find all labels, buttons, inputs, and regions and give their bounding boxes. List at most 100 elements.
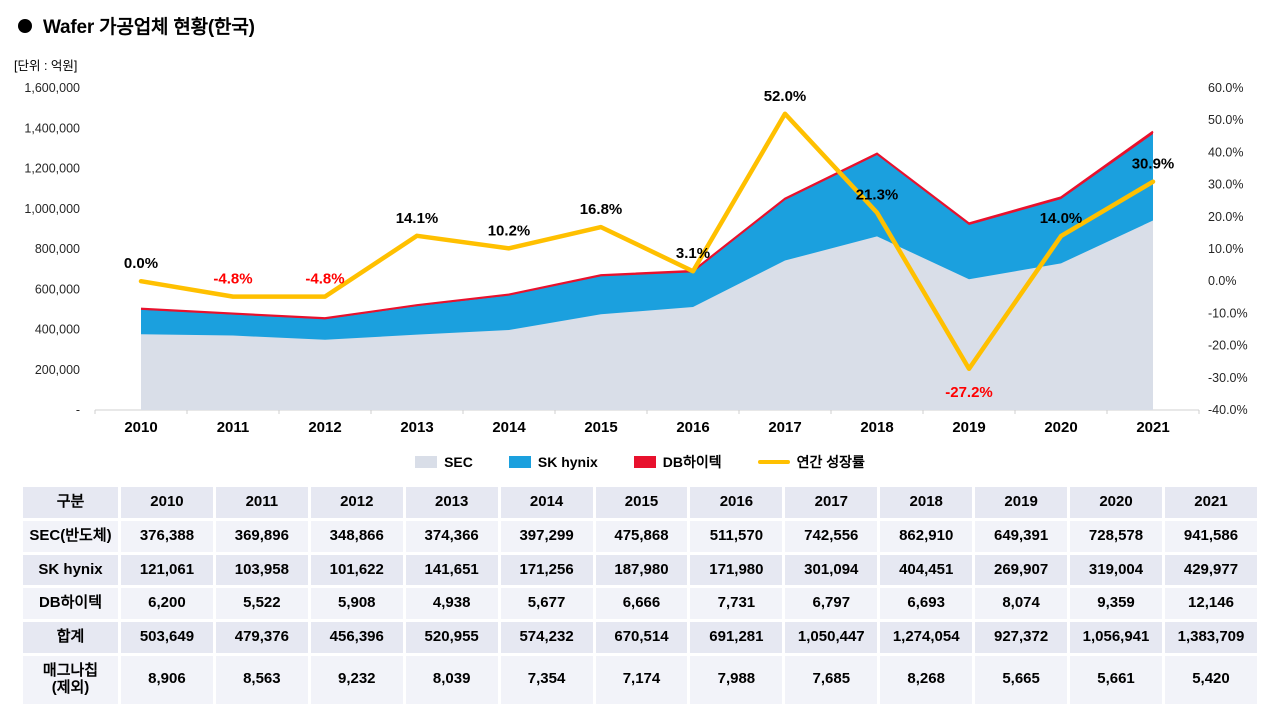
right-axis-tick: -40.0%	[1208, 403, 1248, 417]
table-cell: 348,866	[310, 520, 403, 552]
growth-label: 14.1%	[396, 210, 439, 227]
right-axis-tick: 20.0%	[1208, 210, 1243, 224]
legend-box-marker	[415, 456, 438, 468]
x-axis-year-label: 2019	[952, 419, 985, 436]
legend-box-marker	[633, 456, 656, 468]
table-header-year: 2021	[1164, 487, 1257, 518]
table-cell: 1,050,447	[785, 622, 878, 653]
table-cell: 4,938	[405, 588, 498, 620]
table-cell: 121,061	[121, 554, 213, 586]
x-axis-year-label: 2012	[308, 419, 341, 436]
x-axis-year-label: 2015	[584, 419, 617, 436]
left-axis-tick: 200,000	[35, 363, 80, 377]
right-axis-tick: 60.0%	[1208, 81, 1243, 95]
growth-label: -27.2%	[945, 384, 993, 401]
title-bullet-icon	[18, 18, 32, 33]
table-cell: 429,977	[1164, 554, 1257, 586]
data-table-wrap: 구분 2010 2011 2012 2013 2014 2015 2016 2017 2018 20…	[20, 484, 1260, 707]
table-row-label: SK hynix	[23, 554, 118, 586]
db-hitek-top-line	[140, 130, 1154, 320]
table-cell: 503,649	[121, 622, 213, 653]
table-cell: 8,563	[215, 655, 308, 704]
table-cell: 862,910	[880, 520, 973, 552]
table-cell: 301,094	[785, 554, 878, 586]
table-row: SEC(반도체) 376,388 369,896 348,866 374,366 397,…	[23, 520, 1257, 552]
legend-label: 연간 성장률	[796, 454, 865, 470]
table-cell: 376,388	[121, 520, 213, 552]
table-cell: 6,666	[595, 588, 688, 620]
legend-box-marker	[508, 456, 531, 468]
table-row: DB하이텍 6,200 5,522 5,908 4,938 5,677 6,666 7,731…	[23, 588, 1257, 620]
table-cell: 511,570	[690, 520, 783, 552]
table-cell: 397,299	[500, 520, 593, 552]
x-axis-year-label: 2013	[400, 419, 433, 436]
growth-label: 21.3%	[856, 187, 899, 204]
legend-item-0: SEC	[415, 454, 473, 470]
table-cell: 5,665	[975, 655, 1068, 704]
table-cell: 5,420	[1164, 655, 1257, 704]
table-cell: 8,268	[880, 655, 973, 704]
table-cell: 7,685	[785, 655, 878, 704]
page-title-row: Wafer 가공업체 현황(한국)	[18, 12, 255, 39]
left-axis-tick: 400,000	[35, 323, 80, 337]
legend-item-3: 연간 성장률	[757, 452, 865, 472]
growth-label: 52.0%	[764, 88, 807, 105]
table-header-year: 2015	[595, 487, 688, 518]
table-row: 매그나칩 (제외) 8,906 8,563 9,232 8,039 7,354 7,174 7…	[23, 655, 1257, 704]
growth-label: 10.2%	[488, 222, 531, 239]
table-cell: 5,677	[500, 588, 593, 620]
growth-label: 14.0%	[1040, 210, 1083, 227]
right-axis-tick: 50.0%	[1208, 113, 1243, 127]
table-cell: 742,556	[785, 520, 878, 552]
legend-line-marker	[757, 460, 790, 464]
chart-legend: SEC SK hynix DB하이텍 연간 성장률	[0, 452, 1280, 472]
table-cell: 927,372	[975, 622, 1068, 653]
left-axis-tick: 1,600,000	[24, 81, 80, 95]
table-row: SK hynix 121,061 103,958 101,622 141,651 171,…	[23, 554, 1257, 586]
table-cell: 475,868	[595, 520, 688, 552]
table-row-label: 매그나칩 (제외)	[23, 655, 118, 704]
axis-unit-label: [단위 : 억원]	[14, 59, 77, 73]
left-axis-tick: 800,000	[35, 242, 80, 256]
table-cell: 574,232	[500, 622, 593, 653]
stacked-area-growth-chart: [단위 : 억원] 1,600,000 1,400,000 1,200,000 1,00…	[14, 59, 1248, 436]
table-cell: 101,622	[310, 554, 403, 586]
x-axis-year-label: 2011	[217, 419, 250, 436]
table-cell: 7,174	[595, 655, 688, 704]
x-axis-year-label: 2017	[768, 419, 801, 436]
growth-label: 30.9%	[1132, 156, 1175, 173]
right-axis-tick: -10.0%	[1208, 306, 1248, 320]
x-axis-year-label: 2018	[860, 419, 893, 436]
right-axis-tick: -30.0%	[1208, 371, 1248, 385]
table-cell: 6,797	[785, 588, 878, 620]
table-cell: 319,004	[1070, 554, 1162, 586]
table-header-year: 2010	[121, 487, 213, 518]
growth-rate-line	[138, 111, 1156, 372]
table-header-year: 2011	[215, 487, 308, 518]
table-cell: 1,274,054	[880, 622, 973, 653]
table-cell: 8,039	[405, 655, 498, 704]
table-header-year: 2012	[310, 487, 403, 518]
right-axis-tick: 30.0%	[1208, 178, 1243, 192]
table-cell: 5,661	[1070, 655, 1162, 704]
left-axis-tick: 1,200,000	[24, 162, 80, 176]
growth-label: 16.8%	[580, 201, 623, 218]
chart-area: [단위 : 억원] 1,600,000 1,400,000 1,200,000 1,00…	[14, 59, 1248, 436]
data-table: 구분 2010 2011 2012 2013 2014 2015 2016 2017 2018 20…	[20, 484, 1260, 707]
table-header-year: 2013	[405, 487, 498, 518]
table-header-year: 2017	[785, 487, 878, 518]
table-cell: 670,514	[595, 622, 688, 653]
table-cell: 456,396	[310, 622, 403, 653]
left-axis-tick: 600,000	[35, 282, 80, 296]
table-cell: 649,391	[975, 520, 1068, 552]
table-header-year: 2014	[500, 487, 593, 518]
table-cell: 7,354	[500, 655, 593, 704]
right-axis-tick: 10.0%	[1208, 242, 1243, 256]
table-cell: 5,908	[310, 588, 403, 620]
x-axis-year-label: 2016	[676, 419, 709, 436]
x-axis-year-label: 2014	[492, 419, 526, 436]
table-cell: 8,906	[121, 655, 213, 704]
growth-label: -4.8%	[213, 271, 252, 288]
table-cell: 9,232	[310, 655, 403, 704]
table-cell: 6,693	[880, 588, 973, 620]
